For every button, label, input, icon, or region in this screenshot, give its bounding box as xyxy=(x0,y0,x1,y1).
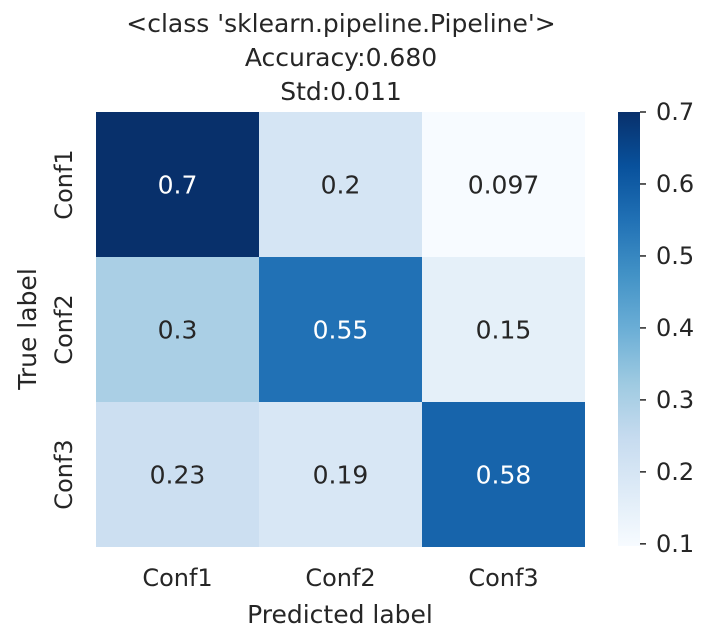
heatmap-cell xyxy=(96,257,259,402)
cell-value-label: 0.19 xyxy=(313,461,369,490)
heatmap-cell xyxy=(422,112,585,257)
chart-subtitle-std: Std:0.011 xyxy=(280,77,402,106)
heatmap-cell xyxy=(259,402,422,547)
colorbar-tick-label: 0.5 xyxy=(656,242,694,270)
heatmap-cell xyxy=(96,112,259,257)
heatmap-cell xyxy=(422,402,585,547)
x-tick-label: Conf1 xyxy=(142,564,212,592)
y-tick-label: Conf2 xyxy=(50,294,78,364)
cell-value-label: 0.15 xyxy=(476,316,532,345)
cell-value-label: 0.55 xyxy=(313,316,369,345)
colorbar-tick-label: 0.4 xyxy=(656,314,694,342)
chart-title: <class 'sklearn.pipeline.Pipeline'> xyxy=(126,9,556,38)
cell-value-label: 0.3 xyxy=(158,316,198,345)
colorbar-tick-label: 0.7 xyxy=(656,98,694,126)
colorbar-tick-label: 0.3 xyxy=(656,386,694,414)
heatmap-cell xyxy=(96,402,259,547)
colorbar-tick-label: 0.1 xyxy=(656,530,694,558)
cell-value-label: 0.097 xyxy=(468,171,540,200)
y-axis-label: True label xyxy=(13,268,42,391)
heatmap-cell xyxy=(259,112,422,257)
y-tick-label: Conf1 xyxy=(50,149,78,219)
cell-value-label: 0.2 xyxy=(321,171,361,200)
x-tick-label: Conf2 xyxy=(305,564,375,592)
x-tick-label: Conf3 xyxy=(468,564,538,592)
heatmap-cell xyxy=(259,257,422,402)
colorbar-tick-label: 0.6 xyxy=(656,170,694,198)
chart-subtitle-accuracy: Accuracy:0.680 xyxy=(244,43,438,72)
x-axis-label: Predicted label xyxy=(247,600,433,629)
heatmap-cell xyxy=(422,257,585,402)
colorbar-tick-label: 0.2 xyxy=(656,458,694,486)
colorbar xyxy=(618,112,640,546)
cell-value-label: 0.7 xyxy=(158,171,198,200)
cell-value-label: 0.23 xyxy=(150,461,206,490)
y-tick-label: Conf3 xyxy=(50,439,78,509)
cell-value-label: 0.58 xyxy=(476,461,532,490)
